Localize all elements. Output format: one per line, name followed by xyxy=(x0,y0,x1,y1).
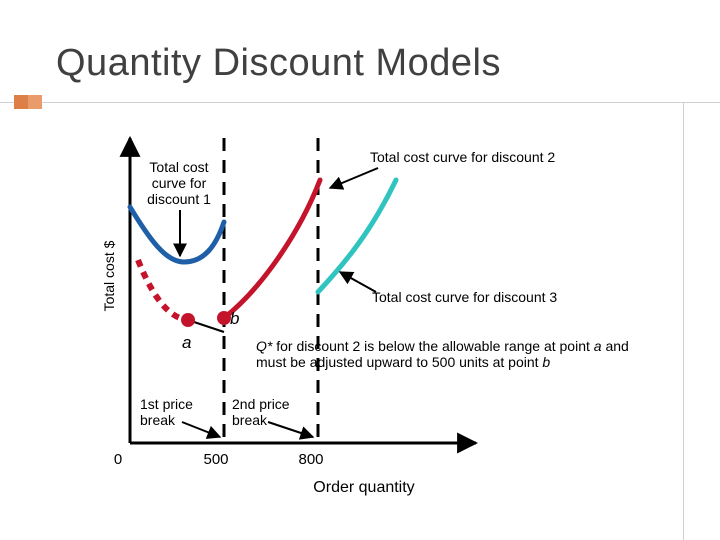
point-a-marker xyxy=(181,313,195,327)
x-tick-800: 800 xyxy=(298,451,323,468)
discount-2-curve xyxy=(221,177,323,321)
q-star-label: Q* xyxy=(256,338,273,354)
point-b-label: b xyxy=(230,309,239,328)
discount-2-curve-extension xyxy=(135,258,189,323)
price-break-1-label-line-1: 1st price xyxy=(140,396,193,412)
discount-3-curve xyxy=(315,177,399,295)
point-b-marker xyxy=(217,311,231,325)
explanation-line-1: Q* for discount 2 is below the allowable… xyxy=(256,338,629,354)
discount-1-label-line-1: Total cost xyxy=(149,159,208,175)
discount-2-label: Total cost curve for discount 2 xyxy=(370,149,555,165)
discount-1-label-line-3: discount 1 xyxy=(147,191,211,207)
discount-1-curve xyxy=(127,204,227,265)
price-break-2-label-line-2: break xyxy=(232,412,268,428)
right-rule xyxy=(683,102,684,540)
explanation-point-b: b xyxy=(542,354,550,370)
discount-2-arrow xyxy=(328,167,379,190)
price-break-1-arrow xyxy=(181,421,222,439)
price-break-2-label-line-1: 2nd price xyxy=(232,396,290,412)
explanation-line-2-text: must be adjusted upward to 500 units at … xyxy=(256,354,542,370)
x-tick-500: 500 xyxy=(203,451,228,468)
title-rule xyxy=(0,102,720,103)
title-accent-square xyxy=(14,95,28,109)
title-accent-square-light xyxy=(28,95,42,109)
explanation-line-1-end: and xyxy=(602,338,629,354)
point-a-label: a xyxy=(182,333,191,352)
x-axis-label: Order quantity xyxy=(313,479,414,496)
explanation-point-a: a xyxy=(594,338,602,354)
slide-title: Quantity Discount Models xyxy=(56,42,501,84)
origin-label: 0 xyxy=(114,451,122,468)
price-break-2-arrow xyxy=(267,421,315,440)
price-break-1-label-line-2: break xyxy=(140,412,176,428)
discount-3-label: Total cost curve for discount 3 xyxy=(372,289,557,305)
discount-1-label-line-2: curve for xyxy=(152,175,207,191)
explanation-line-1-text: for discount 2 is below the allowable ra… xyxy=(272,338,593,354)
explanation-line-2: must be adjusted upward to 500 units at … xyxy=(256,354,550,370)
discount-3-arrow xyxy=(338,271,377,293)
y-axis-label: Total cost $ xyxy=(101,240,117,311)
